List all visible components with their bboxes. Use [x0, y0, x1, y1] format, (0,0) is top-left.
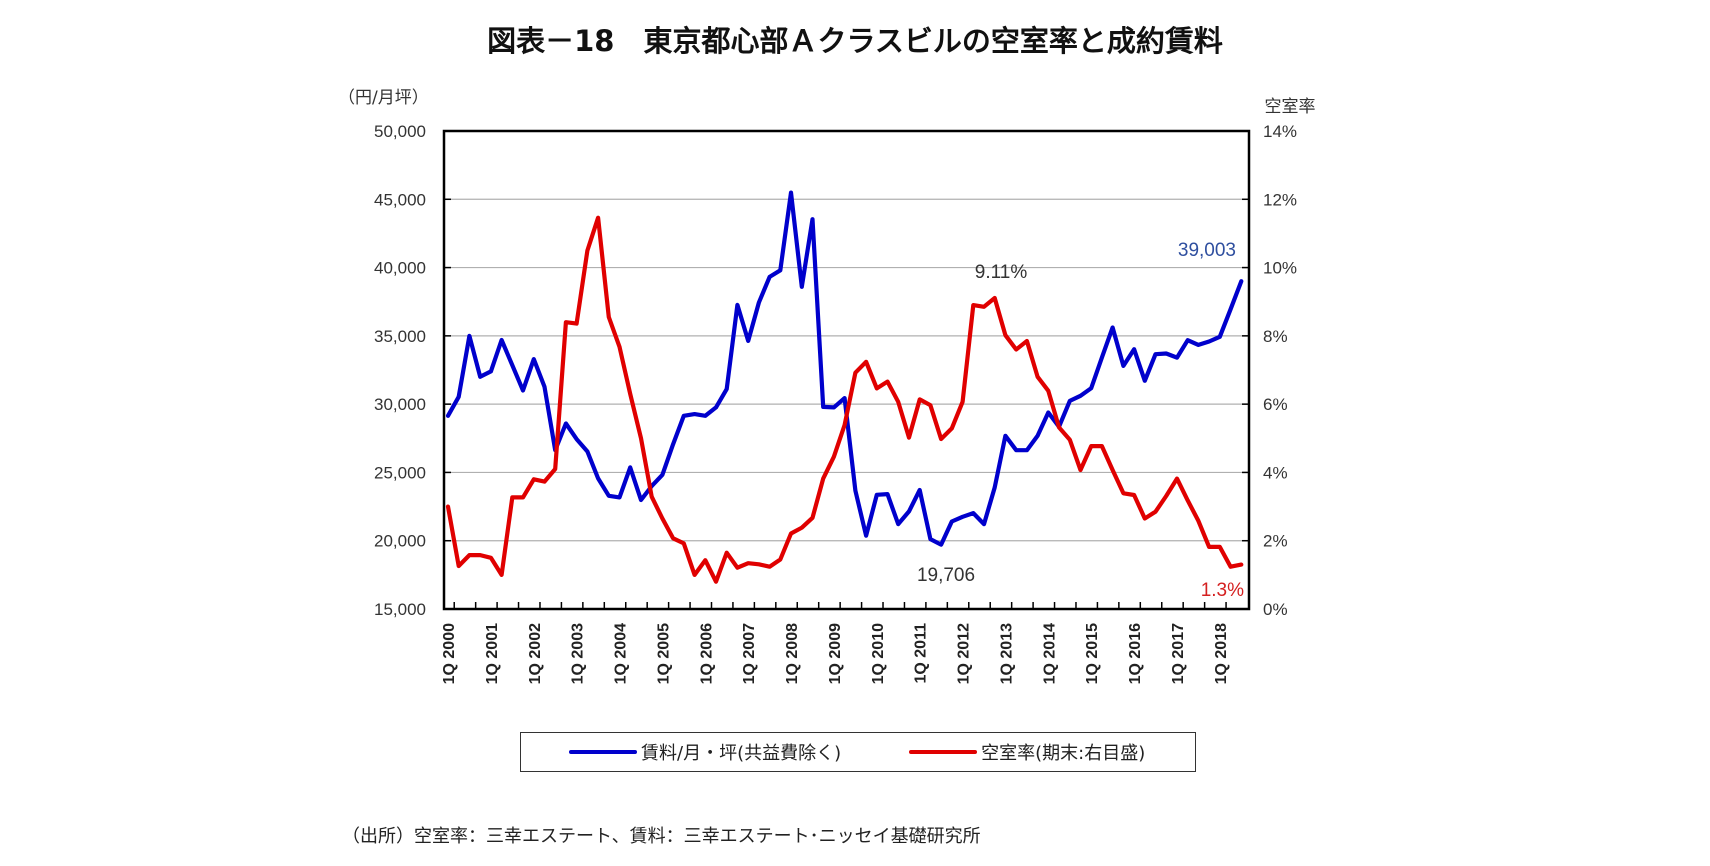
right-tick-label: 6%	[1263, 395, 1288, 414]
gridlines	[444, 198, 1249, 542]
x-tick-label: 1Q 2018	[1213, 623, 1230, 684]
left-tick-label: 40,000	[374, 259, 426, 278]
annotation-rent-low: 19,706	[917, 565, 975, 586]
right-tick-label: 14%	[1263, 122, 1297, 141]
left-tick-label: 50,000	[374, 122, 426, 141]
right-axis-unit: 空室率	[1265, 97, 1316, 117]
annotation-rent-latest: 39,003	[1178, 240, 1236, 261]
legend-label-vacancy: 空室率(期末:右目盛)	[981, 743, 1146, 764]
x-tick-label: 1Q 2004	[613, 623, 630, 684]
x-tick-label: 1Q 2010	[870, 623, 887, 684]
rent-line	[445, 190, 1244, 547]
legend-item-vacancy: 空室率(期末:右目盛)	[909, 739, 1145, 765]
source-note: （出所）空室率：三幸エステート、賃料：三幸エステート･ニッセイ基礎研究所	[342, 826, 981, 847]
left-axis-unit: （円/月坪）	[338, 88, 429, 108]
left-tick-label: 25,000	[374, 463, 426, 482]
left-tick-label: 30,000	[374, 395, 426, 414]
right-tick-label: 10%	[1263, 259, 1297, 278]
legend-swatch-vacancy	[909, 750, 978, 754]
left-tick-label: 20,000	[374, 532, 426, 551]
x-tick-label: 1Q 2011	[913, 623, 930, 684]
legend-label-rent: 賃料/月・坪(共益費除く)	[641, 743, 842, 764]
x-tick-label: 1Q 2006	[698, 623, 715, 684]
legend-item-rent: 賃料/月・坪(共益費除く)	[569, 739, 841, 765]
x-tick-label: 1Q 2007	[741, 623, 758, 684]
chart-title: 図表－18 東京都心部Ａクラスビルの空室率と成約賃料	[487, 24, 1223, 58]
right-tick-label: 4%	[1263, 463, 1288, 482]
annotation-vacancy-latest: 1.3%	[1201, 580, 1244, 601]
right-tick-label: 8%	[1263, 327, 1288, 346]
left-tick-label: 35,000	[374, 327, 426, 346]
x-tick-label: 1Q 2017	[1170, 623, 1187, 684]
x-tick-label: 1Q 2005	[655, 623, 672, 684]
x-tick-label: 1Q 2015	[1084, 623, 1101, 684]
legend: 賃料/月・坪(共益費除く) 空室率(期末:右目盛)	[520, 732, 1196, 772]
axis-labels: 50,000 45,000 40,000 35,000 30,000 25,000 20,0…	[374, 122, 1297, 684]
legend-swatch-rent	[569, 750, 637, 754]
right-tick-label: 12%	[1263, 190, 1297, 209]
x-tick-label: 1Q 2000	[441, 623, 458, 684]
x-tick-label: 1Q 2013	[998, 623, 1015, 684]
series-layer	[445, 190, 1244, 584]
x-tick-label: 1Q 2001	[484, 623, 501, 684]
right-tick-label: 0%	[1263, 600, 1288, 619]
x-tick-label: 1Q 2002	[527, 623, 544, 684]
x-tick-label: 1Q 2016	[1127, 623, 1144, 684]
x-tick-label: 1Q 2008	[784, 623, 801, 684]
x-tick-label: 1Q 2009	[827, 623, 844, 684]
x-tick-label: 1Q 2012	[956, 623, 973, 684]
annotation-vacancy-peak: 9.11%	[975, 262, 1028, 283]
x-tick-label: 1Q 2003	[570, 623, 587, 684]
vacancy-line	[445, 215, 1244, 584]
left-tick-label: 45,000	[374, 190, 426, 209]
left-tick-label: 15,000	[374, 600, 426, 619]
x-tick-label: 1Q 2014	[1041, 623, 1058, 684]
right-tick-label: 2%	[1263, 532, 1288, 551]
axis-ticks	[444, 198, 1249, 609]
plot-frame	[442, 129, 1251, 611]
